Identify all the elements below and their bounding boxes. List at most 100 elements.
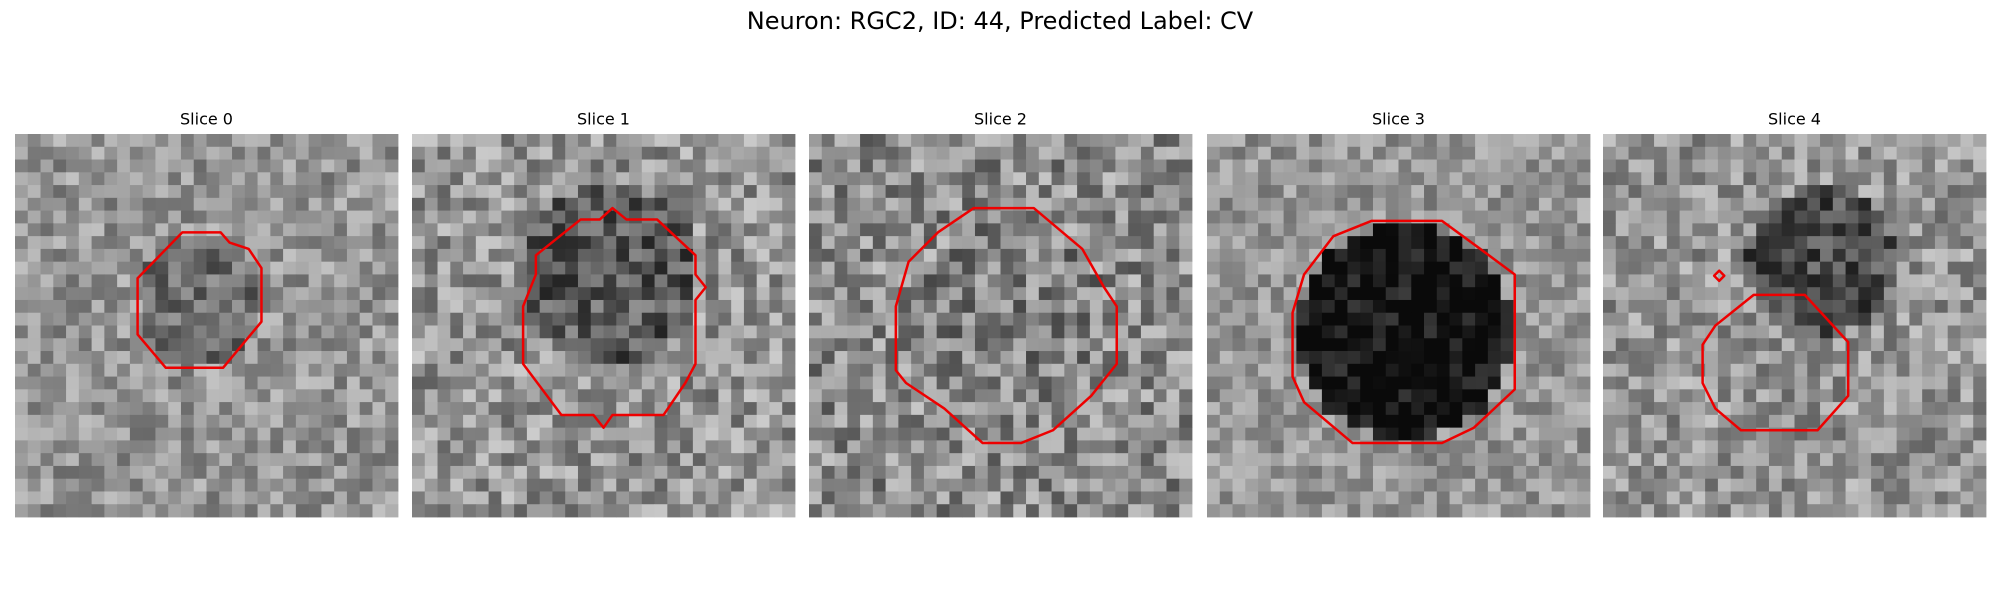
pixel — [1064, 274, 1078, 288]
pixel — [1666, 236, 1680, 250]
pixel — [756, 491, 770, 505]
pixel — [898, 338, 912, 352]
pixel — [872, 197, 886, 211]
pixel — [1973, 134, 1987, 148]
pixel — [1973, 274, 1987, 288]
pixel — [15, 504, 29, 518]
pixel — [667, 414, 681, 429]
pixel — [756, 197, 770, 211]
pixel — [1128, 351, 1142, 365]
contour-group — [138, 232, 262, 367]
pixel — [450, 338, 464, 352]
pixel — [257, 159, 271, 173]
pixel — [308, 223, 322, 237]
pixel — [1398, 185, 1412, 199]
pixel — [603, 172, 617, 186]
pixel — [616, 465, 630, 480]
pixel — [1064, 376, 1078, 390]
pixel — [1436, 287, 1450, 301]
pixel — [155, 478, 169, 492]
pixel — [1692, 134, 1706, 148]
pixel — [1666, 274, 1680, 288]
pixel — [1296, 185, 1310, 199]
pixel — [1679, 414, 1693, 429]
pixel — [346, 338, 361, 352]
pixel — [1538, 185, 1553, 199]
pixel — [514, 159, 528, 173]
pixel — [743, 376, 758, 390]
pixel — [155, 223, 169, 237]
pixel — [1832, 172, 1846, 186]
pixel — [359, 312, 373, 326]
pixel — [1679, 197, 1693, 211]
pixel — [1781, 402, 1795, 416]
pixel — [1717, 478, 1732, 492]
pixel — [1449, 248, 1463, 263]
pixel — [283, 185, 297, 199]
pixel — [1513, 491, 1527, 505]
pixel — [1207, 351, 1221, 365]
pixel — [1166, 389, 1180, 403]
pixel — [193, 223, 207, 237]
pixel — [1179, 491, 1193, 505]
pixel — [1526, 465, 1540, 480]
pixel — [1013, 351, 1027, 365]
pixel — [1166, 185, 1180, 199]
pixel — [1245, 223, 1259, 237]
pixel — [463, 159, 477, 173]
pixel — [1947, 440, 1961, 454]
pixel — [1128, 274, 1142, 288]
pixel — [834, 491, 848, 505]
pixel — [1922, 312, 1936, 326]
pixel — [1038, 465, 1052, 480]
panel-title: Slice 0 — [180, 110, 233, 129]
pixel — [346, 504, 361, 518]
pixel — [1436, 325, 1450, 339]
pixel — [1973, 197, 1987, 211]
pixel — [412, 478, 426, 492]
pixel — [603, 185, 617, 199]
pixel — [1449, 440, 1463, 454]
pixel — [1487, 261, 1502, 275]
pixel — [1411, 465, 1425, 480]
pixel — [424, 159, 438, 173]
pixel — [1089, 185, 1104, 199]
pixel — [1347, 299, 1361, 314]
pixel — [66, 402, 80, 416]
pixel — [603, 504, 617, 518]
pixel — [1487, 478, 1502, 492]
pixel — [565, 223, 579, 237]
pixel — [1960, 325, 1974, 339]
pixel — [1832, 453, 1846, 467]
pixel — [1385, 338, 1399, 352]
pixel — [1615, 274, 1629, 288]
pixel — [577, 185, 592, 199]
pixel — [1794, 146, 1808, 160]
pixel — [782, 478, 796, 492]
pixel — [1026, 287, 1040, 301]
pixel — [53, 223, 67, 237]
pixel — [53, 146, 67, 160]
pixel — [1743, 185, 1757, 199]
pixel — [1385, 299, 1399, 314]
pixel — [1013, 172, 1027, 186]
pixel — [91, 491, 105, 505]
pixel — [270, 453, 284, 467]
pixel — [552, 261, 566, 275]
pixel — [27, 363, 41, 377]
pixel — [1462, 465, 1476, 480]
pixel — [565, 427, 579, 441]
pixel — [743, 274, 758, 288]
pixel — [334, 261, 348, 275]
pixel — [1385, 172, 1399, 186]
pixel — [1140, 287, 1155, 301]
pixel — [142, 172, 156, 186]
pixel — [539, 376, 553, 390]
pixel — [412, 376, 426, 390]
pixel — [962, 491, 976, 505]
pixel — [641, 236, 655, 250]
pixel — [257, 338, 271, 352]
pixel — [1756, 363, 1770, 377]
pixel — [1360, 197, 1374, 211]
pixel — [15, 185, 29, 199]
